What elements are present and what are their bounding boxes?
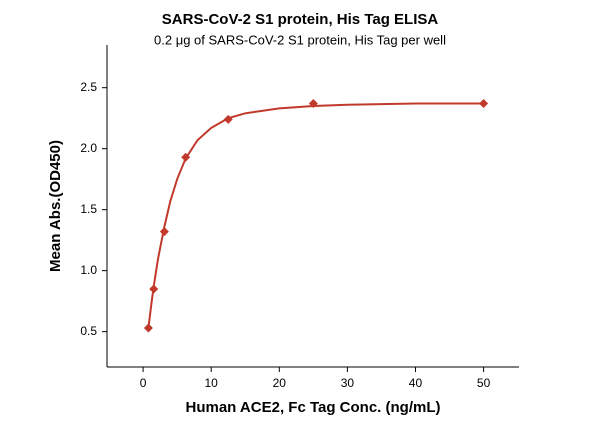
x-tick-label: 50 [477, 376, 491, 390]
data-point [149, 284, 159, 294]
data-point [181, 152, 191, 162]
x-tick-label: 20 [273, 376, 287, 390]
data-point [223, 114, 233, 124]
y-axis-label: Mean Abs.(OD450) [47, 140, 64, 272]
x-tick-label: 10 [205, 376, 219, 390]
x-axis-label: Human ACE2, Fc Tag Conc. (ng/mL) [185, 399, 440, 416]
x-tick-label: 30 [341, 376, 355, 390]
x-tick-label: 40 [409, 376, 423, 390]
y-tick-label: 2.0 [80, 141, 97, 155]
data-point [159, 227, 169, 237]
y-tick-label: 1.5 [80, 202, 97, 216]
data-point [308, 99, 318, 109]
x-tick-label: 0 [140, 376, 147, 390]
chart-title: SARS-CoV-2 S1 protein, His Tag ELISA [162, 11, 439, 28]
y-tick-label: 2.5 [80, 80, 97, 94]
y-tick-label: 0.5 [80, 324, 97, 338]
data-point [143, 323, 153, 333]
fit-curve [147, 102, 484, 329]
y-tick-label: 1.0 [80, 263, 97, 277]
chart-subtitle: 0.2 μg of SARS-CoV-2 S1 protein, His Tag… [154, 32, 446, 47]
data-point [479, 99, 489, 109]
